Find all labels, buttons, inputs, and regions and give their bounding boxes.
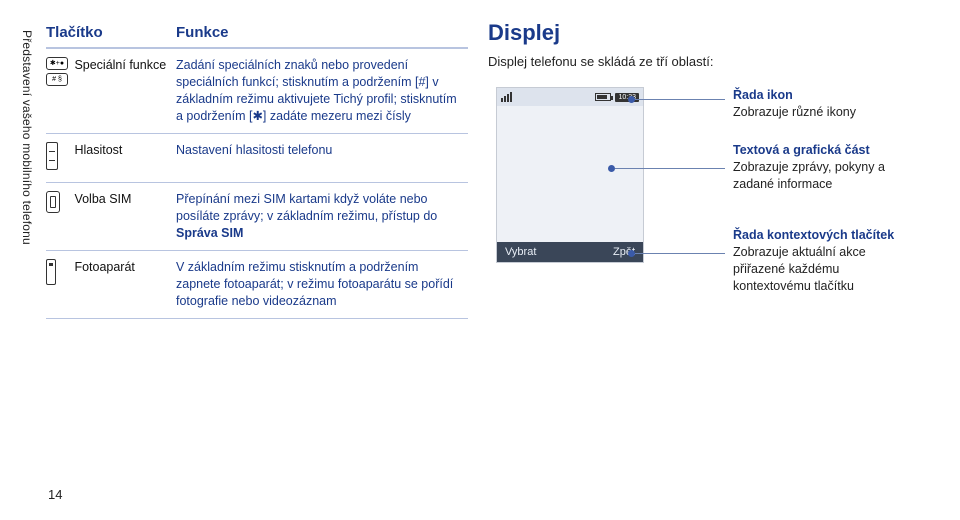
row-label: Speciální funkce bbox=[74, 48, 176, 133]
row-label: Hlasitost bbox=[74, 133, 176, 183]
callout-line-icon bbox=[635, 99, 725, 100]
volume-key-icon bbox=[46, 142, 58, 170]
callout-desc: Zobrazuje různé ikony bbox=[733, 104, 856, 121]
row-desc: Zadání speciálních znaků nebo provedení … bbox=[176, 48, 468, 133]
phone-softkey-bar: Vybrat Zpět bbox=[497, 242, 643, 262]
callout-desc: Zobrazuje zprávy, pokyny a zadané inform… bbox=[733, 159, 920, 193]
callout-dot-icon bbox=[608, 165, 615, 172]
row-desc: V základním režimu stisknutím a podržení… bbox=[176, 251, 468, 319]
callout-dot-icon bbox=[628, 96, 635, 103]
callout-title: Textová a grafická část bbox=[733, 142, 920, 159]
row-label: Fotoaparát bbox=[74, 251, 176, 319]
row-desc: Nastavení hlasitosti telefonu bbox=[176, 133, 468, 183]
callout-title: Řada kontextových tlačítek bbox=[733, 227, 920, 244]
th-button: Tlačítko bbox=[46, 20, 176, 48]
row-label: Volba SIM bbox=[74, 183, 176, 251]
table-row: Hlasitost Nastavení hlasitosti telefonu bbox=[46, 133, 468, 183]
display-diagram: 10:33 Vybrat Zpět Řada ikon Zobrazuje rů… bbox=[488, 87, 920, 307]
left-column: Tlačítko Funkce ✱+● # § Speciální funkce… bbox=[38, 20, 468, 500]
th-function: Funkce bbox=[176, 20, 468, 48]
display-heading: Displej bbox=[488, 20, 920, 46]
callout-line-icon bbox=[615, 168, 725, 169]
table-row: Fotoaparát V základním režimu stisknutím… bbox=[46, 251, 468, 319]
camera-key-icon bbox=[46, 259, 56, 285]
table-row: Volba SIM Přepínání mezi SIM kartami kdy… bbox=[46, 183, 468, 251]
table-row: ✱+● # § Speciální funkce Zadání speciáln… bbox=[46, 48, 468, 133]
display-subhead: Displej telefonu se skládá ze tří oblast… bbox=[488, 54, 920, 69]
signal-icon bbox=[501, 92, 512, 102]
callout-title: Řada ikon bbox=[733, 87, 856, 104]
page-number: 14 bbox=[48, 487, 62, 502]
buttons-table: Tlačítko Funkce ✱+● # § Speciální funkce… bbox=[46, 20, 468, 319]
softkey-left: Vybrat bbox=[505, 246, 536, 258]
battery-icon bbox=[595, 93, 611, 101]
callout-dot-icon bbox=[628, 250, 635, 257]
star-key-icon: ✱+● bbox=[46, 57, 68, 70]
callout-desc: Zobrazuje aktuální akce přiřazené každém… bbox=[733, 244, 920, 295]
phone-screen: 10:33 Vybrat Zpět bbox=[496, 87, 644, 263]
sim-key-icon bbox=[46, 191, 60, 213]
hash-key-icon: # § bbox=[46, 73, 68, 86]
callout-line-icon bbox=[635, 253, 725, 254]
right-column: Displej Displej telefonu se skládá ze tř… bbox=[468, 20, 920, 500]
section-side-tab: Představení vašeho mobilního telefonu bbox=[20, 20, 38, 500]
row-desc: Přepínání mezi SIM kartami když voláte n… bbox=[176, 183, 468, 251]
phone-statusbar: 10:33 bbox=[497, 88, 643, 106]
